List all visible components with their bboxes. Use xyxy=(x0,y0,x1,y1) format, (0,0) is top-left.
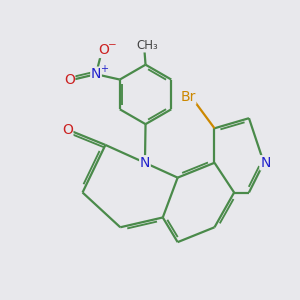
Text: N: N xyxy=(91,67,101,81)
Text: O: O xyxy=(98,44,109,57)
Text: −: − xyxy=(108,40,117,50)
Text: N: N xyxy=(260,156,271,170)
Text: O: O xyxy=(62,123,73,137)
Text: O: O xyxy=(64,73,75,87)
Text: N: N xyxy=(140,156,150,170)
Text: Br: Br xyxy=(180,90,196,104)
Text: CH₃: CH₃ xyxy=(136,39,158,52)
Text: +: + xyxy=(100,64,108,74)
